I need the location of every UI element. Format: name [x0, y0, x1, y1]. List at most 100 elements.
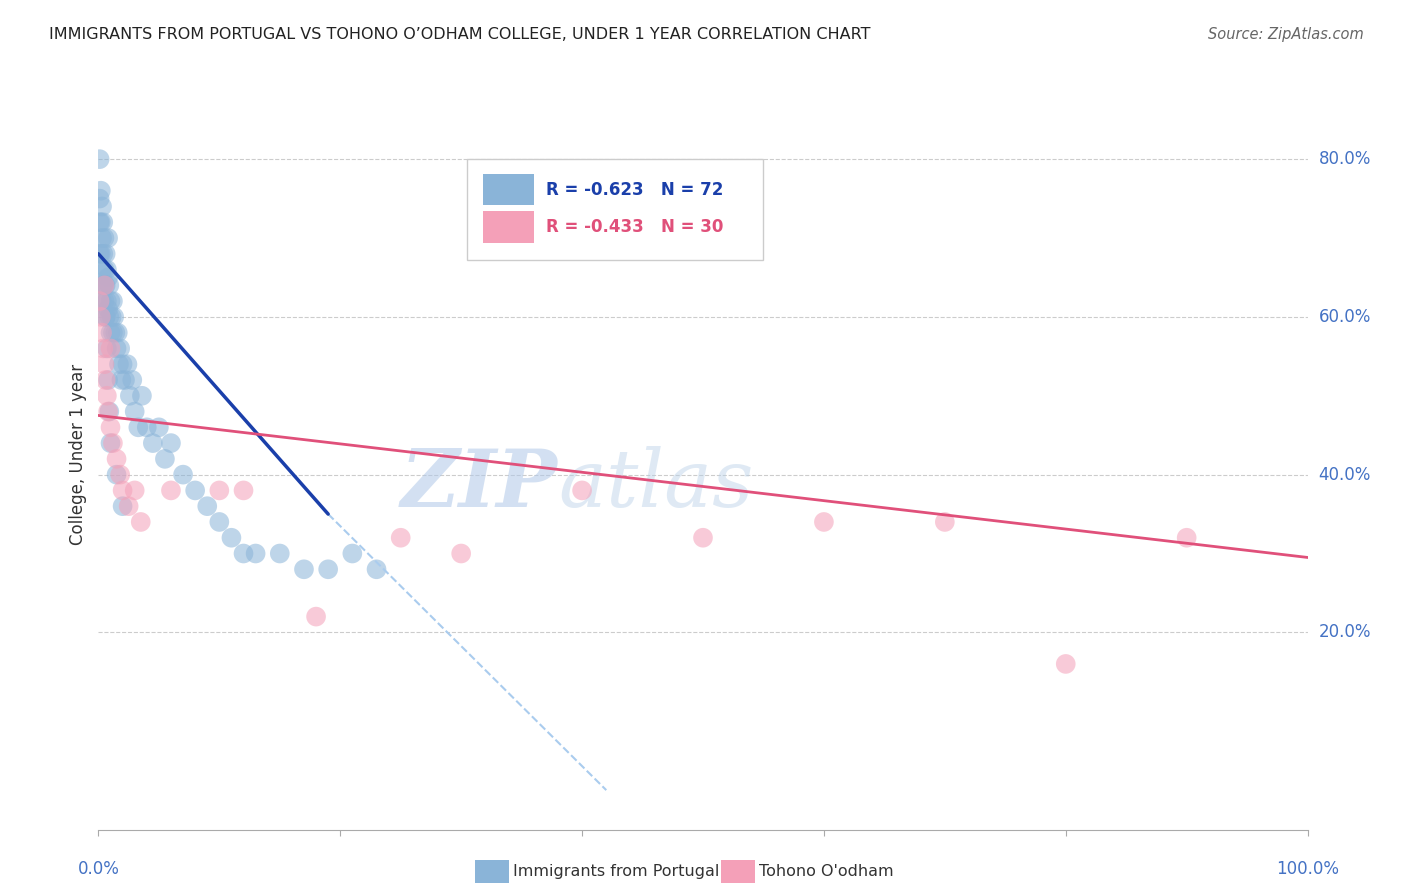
Point [232, 547, 254, 561]
Point [90, 247, 112, 261]
Point [94, 278, 117, 293]
Text: Immigrants from Portugal: Immigrants from Portugal [513, 864, 720, 879]
Point [94, 373, 117, 387]
Point [91, 342, 114, 356]
Point [1175, 531, 1198, 545]
Point [96, 262, 118, 277]
Point [93, 278, 115, 293]
Point [135, 420, 157, 434]
Point [96, 294, 118, 309]
Point [98, 404, 121, 418]
Text: Source: ZipAtlas.com: Source: ZipAtlas.com [1208, 27, 1364, 42]
Point [91, 326, 114, 340]
Point [342, 547, 364, 561]
Text: 80.0%: 80.0% [1319, 150, 1371, 169]
Point [110, 373, 132, 387]
Point [97, 270, 120, 285]
Text: 60.0%: 60.0% [1319, 308, 1371, 326]
Point [292, 562, 315, 576]
Point [934, 515, 956, 529]
Point [184, 483, 207, 498]
Text: atlas: atlas [558, 446, 754, 524]
Point [221, 531, 243, 545]
Text: R = -0.433   N = 30: R = -0.433 N = 30 [546, 219, 723, 236]
Point [305, 609, 328, 624]
Text: ZIP: ZIP [401, 446, 558, 524]
Point [124, 404, 146, 418]
Point [692, 531, 714, 545]
Point [89, 192, 111, 206]
Point [1054, 657, 1077, 671]
Point [97, 373, 120, 387]
Point [245, 547, 267, 561]
Point [269, 547, 291, 561]
Text: R = -0.623   N = 72: R = -0.623 N = 72 [546, 181, 723, 199]
Point [232, 483, 254, 498]
Point [100, 436, 122, 450]
Point [111, 483, 134, 498]
Point [104, 326, 127, 340]
Point [127, 420, 149, 434]
Point [89, 247, 111, 261]
Point [97, 231, 120, 245]
Point [89, 294, 111, 309]
Point [160, 483, 183, 498]
Point [96, 342, 118, 356]
Point [90, 310, 112, 324]
Point [389, 531, 412, 545]
Point [90, 215, 112, 229]
Point [195, 499, 218, 513]
Point [101, 294, 124, 309]
FancyBboxPatch shape [482, 174, 534, 205]
Point [117, 357, 139, 371]
Point [97, 301, 120, 316]
Text: 0.0%: 0.0% [77, 860, 120, 878]
Point [100, 420, 122, 434]
Point [89, 152, 111, 166]
Point [101, 326, 124, 340]
Point [91, 199, 114, 213]
Point [94, 310, 117, 324]
Point [91, 294, 114, 309]
Point [118, 389, 141, 403]
Point [103, 310, 125, 324]
Point [98, 278, 121, 293]
Text: 40.0%: 40.0% [1319, 466, 1371, 483]
Point [208, 515, 231, 529]
Point [142, 436, 165, 450]
Point [111, 357, 134, 371]
Point [108, 342, 131, 356]
Point [89, 215, 111, 229]
Text: 100.0%: 100.0% [1277, 860, 1339, 878]
Text: IMMIGRANTS FROM PORTUGAL VS TOHONO O’ODHAM COLLEGE, UNDER 1 YEAR CORRELATION CHA: IMMIGRANTS FROM PORTUGAL VS TOHONO O’ODH… [49, 27, 870, 42]
Point [101, 436, 124, 450]
FancyBboxPatch shape [482, 211, 534, 243]
Point [153, 451, 176, 466]
Point [114, 373, 136, 387]
Point [450, 547, 472, 561]
Point [90, 184, 112, 198]
Point [121, 373, 143, 387]
Point [93, 278, 115, 293]
Point [148, 420, 170, 434]
Point [93, 357, 115, 371]
Point [108, 357, 131, 371]
Text: 20.0%: 20.0% [1319, 624, 1371, 641]
Point [100, 342, 122, 356]
Point [105, 467, 128, 482]
Point [91, 215, 114, 229]
Point [100, 310, 122, 324]
Point [172, 467, 194, 482]
Point [93, 231, 115, 245]
Point [105, 342, 128, 356]
Point [813, 515, 835, 529]
Y-axis label: College, Under 1 year: College, Under 1 year [69, 364, 87, 546]
Point [108, 467, 131, 482]
Point [97, 404, 120, 418]
Point [98, 310, 121, 324]
Point [316, 562, 339, 576]
Point [91, 231, 114, 245]
Point [91, 247, 114, 261]
Text: Tohono O'odham: Tohono O'odham [759, 864, 894, 879]
Point [571, 483, 593, 498]
